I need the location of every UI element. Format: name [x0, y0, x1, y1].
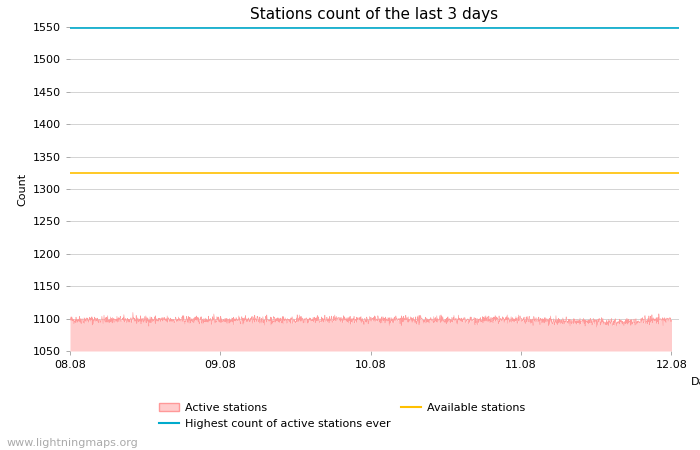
Y-axis label: Count: Count	[18, 172, 27, 206]
Text: Day: Day	[691, 377, 700, 387]
Legend: Active stations, Highest count of active stations ever, Available stations: Active stations, Highest count of active…	[155, 399, 530, 433]
Text: www.lightningmaps.org: www.lightningmaps.org	[7, 438, 139, 448]
Title: Stations count of the last 3 days: Stations count of the last 3 days	[251, 7, 498, 22]
